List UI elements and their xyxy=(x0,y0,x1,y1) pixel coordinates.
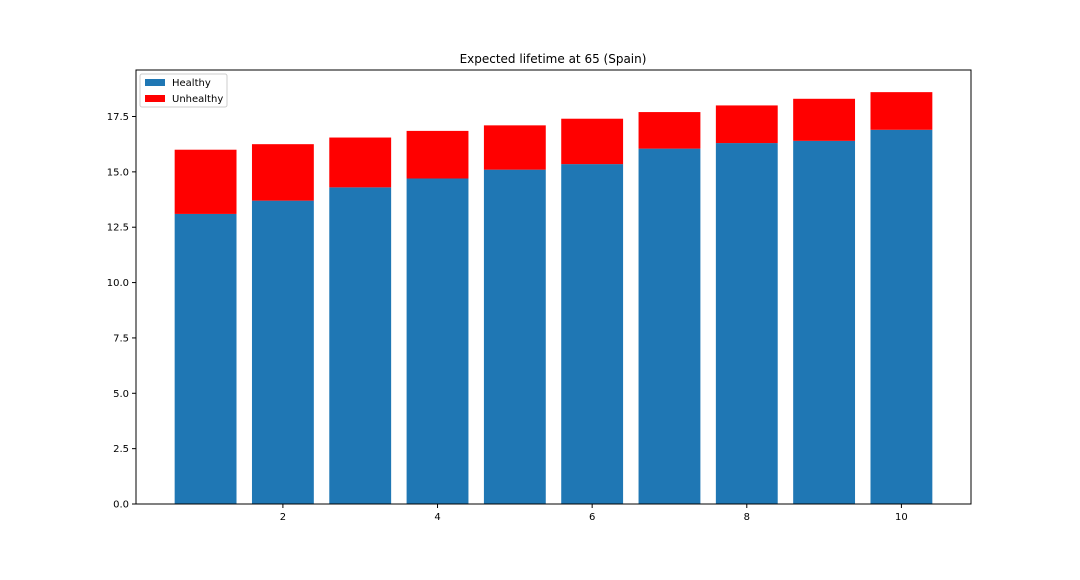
bar-unhealthy-4 xyxy=(406,130,469,179)
bar-unhealthy-3 xyxy=(329,137,392,188)
bar-unhealthy-2 xyxy=(251,144,314,201)
bars-layer xyxy=(174,92,933,505)
x-tick-label: 8 xyxy=(744,512,750,523)
y-tick-label: 12.5 xyxy=(107,223,129,234)
bar-healthy-5 xyxy=(483,169,546,504)
legend: Healthy Unhealthy xyxy=(139,73,228,108)
bar-unhealthy-1 xyxy=(174,149,237,214)
bar-healthy-4 xyxy=(406,178,469,504)
x-tick-label: 10 xyxy=(895,512,908,523)
bar-healthy-2 xyxy=(251,200,314,504)
bar-unhealthy-9 xyxy=(793,98,856,141)
x-tick-label: 6 xyxy=(589,512,595,523)
y-tick-label: 0.0 xyxy=(113,500,129,511)
chart-title: Expected lifetime at 65 (Spain) xyxy=(460,52,647,66)
y-tick-label: 7.5 xyxy=(113,333,129,344)
bar-healthy-1 xyxy=(174,213,237,504)
bar-healthy-10 xyxy=(870,129,933,505)
bar-unhealthy-7 xyxy=(638,112,701,149)
y-axis: 0.0 2.5 5.0 7.5 10.0 12.5 15.0 17.5 xyxy=(107,112,136,511)
legend-swatch-unhealthy xyxy=(145,95,165,102)
y-tick-label: 5.0 xyxy=(113,389,129,400)
bar-healthy-8 xyxy=(715,143,778,505)
bar-unhealthy-10 xyxy=(870,92,933,130)
bar-unhealthy-8 xyxy=(715,105,778,144)
x-axis: 2 4 6 8 10 xyxy=(280,504,908,523)
bar-healthy-7 xyxy=(638,148,701,504)
plot-area-frame xyxy=(135,69,972,505)
y-tick-label: 2.5 xyxy=(113,444,129,455)
bar-healthy-6 xyxy=(561,164,624,504)
y-tick-label: 17.5 xyxy=(107,112,129,123)
legend-label-unhealthy: Unhealthy xyxy=(172,94,223,105)
x-tick-label: 2 xyxy=(280,512,286,523)
bar-healthy-9 xyxy=(793,140,856,504)
legend-swatch-healthy xyxy=(145,79,165,86)
bar-unhealthy-6 xyxy=(561,118,624,165)
y-tick-label: 15.0 xyxy=(107,167,129,178)
bar-unhealthy-5 xyxy=(483,125,546,170)
y-tick-label: 10.0 xyxy=(107,278,129,289)
legend-label-healthy: Healthy xyxy=(172,78,211,89)
x-tick-label: 4 xyxy=(434,512,440,523)
bar-healthy-3 xyxy=(329,187,392,504)
